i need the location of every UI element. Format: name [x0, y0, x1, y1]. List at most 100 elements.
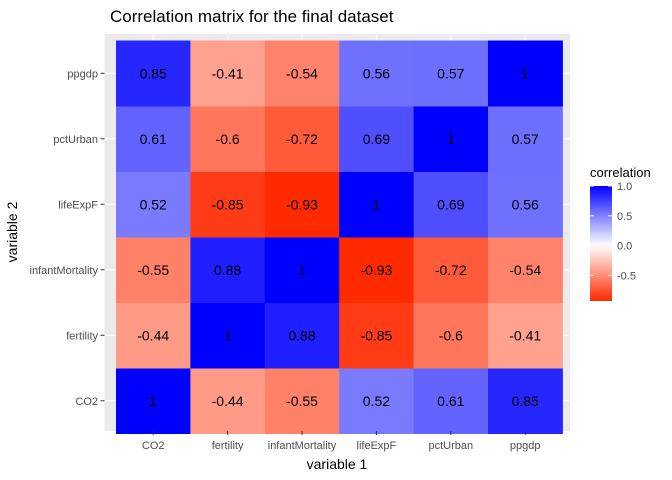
legend-title: correlation [590, 165, 651, 180]
y-tick-label: CO2 [75, 396, 98, 408]
cell-value-label: 1 [298, 262, 306, 278]
heatmap-cell [339, 302, 415, 369]
cell-value-label: 1 [224, 327, 232, 343]
heatmap-cell [339, 106, 415, 172]
cell-value-label: -0.72 [286, 131, 318, 147]
y-tick-label: ppgdp [67, 68, 98, 80]
heatmap-cell [116, 171, 191, 238]
heatmap-cell [339, 237, 415, 303]
cell-value-label: 0.69 [363, 131, 390, 147]
cell-value-label: -0.6 [216, 131, 240, 147]
cell-value-label: 1 [373, 196, 381, 212]
cell-value-label: -0.54 [286, 65, 318, 81]
cell-value-label: 0.85 [512, 393, 539, 409]
y-axis-ticks: CO2 fertility infantMortality lifeExpF pctUr… [30, 68, 105, 408]
cell-value-label: -0.93 [360, 262, 392, 278]
cell-value-label: 0.88 [288, 327, 315, 343]
legend: correlation 1.0 0.5 0.0 -0.5 [590, 165, 651, 301]
cell-value-label: 1 [447, 131, 455, 147]
y-tick-label: infantMortality [30, 265, 99, 277]
y-tick-label: fertility [66, 330, 98, 342]
heatmap-cell [264, 368, 340, 434]
heatmap-cell [264, 40, 340, 107]
cell-value-label: -0.72 [435, 262, 467, 278]
cell-value-label: 0.56 [512, 196, 539, 212]
cell-value-label: -0.41 [212, 65, 244, 81]
heatmap-cell [413, 106, 489, 172]
cell-value-label: 1 [149, 393, 157, 409]
cell-value-label: -0.41 [509, 327, 541, 343]
heatmap-cell [339, 171, 415, 238]
heatmap-cell [339, 368, 415, 434]
cell-value-label: -0.6 [439, 327, 463, 343]
heatmap-cell [264, 106, 340, 172]
cell-value-label: -0.55 [286, 393, 318, 409]
legend-tick-label: 0.5 [617, 211, 632, 223]
x-axis-ticks: CO2 fertility infantMortality lifeExpF pctUr… [142, 431, 541, 452]
heatmap-cell [190, 302, 266, 369]
y-tick-label: pctUrban [53, 134, 98, 146]
heatmap-cell [190, 40, 266, 107]
cell-value-label: -0.44 [212, 393, 244, 409]
heatmap-cell [413, 40, 489, 107]
heatmap-cell [264, 302, 340, 369]
chart-title: Correlation matrix for the final dataset [110, 7, 394, 26]
legend-tick-label: 1.0 [617, 181, 632, 193]
x-axis-title: variable 1 [307, 456, 368, 472]
heatmap-cell-labels: 1 -0.44 -0.55 0.52 0.61 0.85 -0.44 1 0.88 -0.85 -0… [137, 65, 541, 409]
cell-value-label: 0.52 [363, 393, 390, 409]
heatmap-cell [488, 368, 563, 434]
cell-value-label: -0.85 [212, 196, 244, 212]
cell-value-label: 0.57 [437, 65, 464, 81]
cell-value-label: 0.69 [437, 196, 464, 212]
heatmap-cell [413, 171, 489, 238]
x-tick-label: fertility [212, 440, 244, 452]
cell-value-label: 0.52 [140, 196, 167, 212]
cell-value-label: 0.85 [140, 65, 167, 81]
heatmap-cells [104, 34, 570, 434]
legend-ticks: 1.0 0.5 0.0 -0.5 [590, 181, 636, 282]
heatmap-cell [413, 237, 489, 303]
y-axis-title: variable 2 [4, 201, 20, 262]
y-tick-label: lifeExpF [58, 199, 98, 211]
cell-value-label: 0.56 [363, 65, 390, 81]
heatmap-cell [190, 106, 266, 172]
heatmap-cell [488, 237, 563, 303]
x-tick-label: lifeExpF [357, 440, 397, 452]
heatmap-cell [413, 368, 489, 434]
cell-value-label: 1 [521, 65, 529, 81]
heatmap-cell [488, 171, 563, 238]
heatmap-cell [413, 302, 489, 369]
cell-value-label: 0.57 [512, 131, 539, 147]
x-tick-label: ppgdp [510, 440, 541, 452]
heatmap-cell [116, 40, 191, 107]
heatmap-cell [190, 171, 266, 238]
heatmap-cell [264, 171, 340, 238]
legend-tick-label: -0.5 [617, 270, 636, 282]
heatmap-cell [264, 237, 340, 303]
cell-value-label: 0.61 [140, 131, 167, 147]
cell-value-label: -0.44 [137, 327, 169, 343]
heatmap-cell [190, 368, 266, 434]
heatmap-cell [190, 237, 266, 303]
x-tick-label: infantMortality [268, 440, 337, 452]
legend-tick-label: 0.0 [617, 241, 632, 253]
cell-value-label: -0.85 [360, 327, 392, 343]
cell-value-label: -0.54 [509, 262, 541, 278]
heatmap-cell [488, 302, 563, 369]
heatmap-cell [116, 237, 191, 303]
heatmap-cell [488, 40, 563, 107]
cell-value-label: -0.55 [137, 262, 169, 278]
heatmap-cell [116, 302, 191, 369]
heatmap-cell [339, 40, 415, 107]
legend-colorbar [590, 186, 612, 301]
x-tick-label: pctUrban [428, 440, 473, 452]
x-tick-label: CO2 [142, 440, 165, 452]
heatmap-cell [116, 106, 191, 172]
cell-value-label: 0.61 [437, 393, 464, 409]
heatmap-cell [488, 106, 563, 172]
cell-value-label: 0.88 [214, 262, 241, 278]
cell-value-label: -0.93 [286, 196, 318, 212]
heatmap-cell [116, 368, 191, 434]
